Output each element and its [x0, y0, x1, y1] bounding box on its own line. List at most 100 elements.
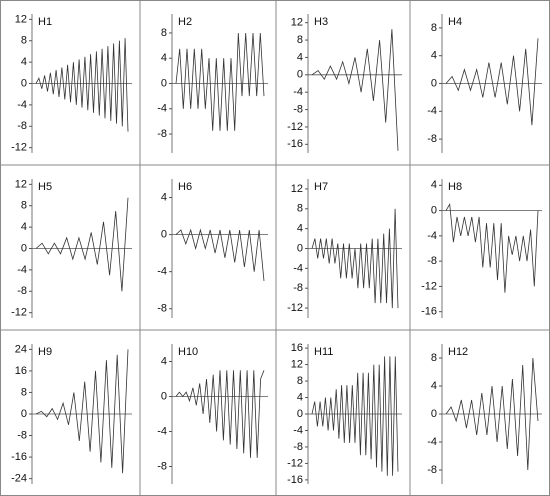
y-tick-label: 0	[297, 69, 303, 81]
y-tick-label: -12	[11, 307, 27, 319]
y-tick-label: -24	[11, 473, 27, 485]
chart-title: H9	[38, 346, 52, 358]
data-line	[311, 356, 399, 476]
y-tick-label: 4	[431, 179, 437, 191]
y-tick-label: -16	[287, 138, 303, 150]
y-tick-label: 0	[161, 229, 167, 241]
y-tick-label: 12	[15, 178, 27, 190]
chart-title: H4	[448, 16, 462, 28]
y-tick-label: 4	[431, 380, 437, 392]
y-tick-label: -16	[11, 451, 27, 463]
y-tick-label: 4	[161, 191, 167, 203]
y-tick-label: -4	[293, 262, 303, 274]
y-tick-label: -8	[293, 282, 303, 294]
y-tick-label: 12	[291, 17, 303, 29]
y-tick-label: -12	[287, 302, 303, 314]
chart-title: H11	[314, 346, 333, 358]
y-tick-label: -12	[11, 142, 27, 154]
chart-title: H6	[178, 181, 192, 193]
y-tick-label: -8	[293, 103, 303, 115]
y-tick-label: 4	[431, 50, 437, 62]
y-tick-label: -8	[157, 460, 167, 472]
y-tick-label: 0	[431, 408, 437, 420]
y-tick-label: 12	[291, 183, 303, 195]
y-tick-label: 0	[431, 204, 437, 216]
y-tick-label: -4	[17, 264, 27, 276]
y-tick-label: -4	[427, 436, 437, 448]
y-tick-label: 4	[297, 391, 303, 403]
y-tick-label: -16	[287, 474, 303, 486]
y-tick-label: 0	[21, 242, 27, 254]
y-tick-label: -4	[293, 86, 303, 98]
chart-title: H3	[314, 16, 328, 28]
y-tick-label: -16	[421, 306, 437, 318]
y-tick-label: -4	[157, 266, 167, 278]
y-tick-label: 4	[297, 51, 303, 63]
data-line	[445, 357, 539, 471]
y-tick-label: 4	[21, 56, 27, 68]
chart-title: H7	[314, 181, 328, 193]
y-tick-label: -4	[17, 99, 27, 111]
y-tick-label: 8	[21, 386, 27, 398]
chart-title: H2	[178, 16, 192, 28]
data-line	[175, 228, 265, 281]
y-tick-label: 8	[21, 200, 27, 212]
data-line	[175, 370, 265, 458]
y-tick-label: 8	[431, 352, 437, 364]
y-tick-label: 4	[21, 221, 27, 233]
y-tick-label: -12	[421, 280, 437, 292]
y-tick-label: 24	[15, 343, 27, 355]
y-tick-label: 8	[161, 27, 167, 39]
y-tick-label: 0	[21, 408, 27, 420]
y-tick-label: 0	[431, 77, 437, 89]
y-tick-label: -8	[17, 120, 27, 132]
data-line	[445, 38, 539, 126]
data-line	[445, 203, 539, 293]
y-tick-label: 8	[431, 22, 437, 34]
y-tick-label: 4	[297, 223, 303, 235]
chart-title: H10	[178, 346, 198, 358]
y-tick-label: 4	[161, 355, 167, 367]
data-line	[35, 38, 129, 132]
y-tick-label: -12	[287, 121, 303, 133]
y-tick-label: 12	[291, 358, 303, 370]
y-tick-label: -4	[427, 105, 437, 117]
y-tick-label: -8	[17, 429, 27, 441]
y-tick-label: 16	[291, 342, 303, 354]
y-tick-label: 12	[15, 13, 27, 25]
chart-title: H5	[38, 181, 52, 193]
y-tick-label: -4	[427, 230, 437, 242]
y-tick-label: -4	[157, 425, 167, 437]
y-tick-label: 4	[161, 52, 167, 64]
y-tick-label: 0	[161, 77, 167, 89]
data-line	[175, 32, 265, 131]
y-tick-label: 8	[297, 375, 303, 387]
chart-title: H12	[448, 346, 468, 358]
y-tick-label: -8	[17, 285, 27, 297]
y-tick-label: 16	[15, 365, 27, 377]
chart-title: H1	[38, 16, 52, 28]
y-tick-label: -4	[293, 424, 303, 436]
chart-title: H8	[448, 181, 462, 193]
y-tick-label: 8	[297, 34, 303, 46]
y-tick-label: 0	[297, 408, 303, 420]
y-tick-label: 0	[297, 242, 303, 254]
data-line	[311, 29, 399, 151]
data-line	[35, 349, 129, 474]
y-tick-label: -8	[427, 464, 437, 476]
y-tick-label: -4	[157, 103, 167, 115]
y-tick-label: -8	[157, 128, 167, 140]
y-tick-label: 8	[297, 203, 303, 215]
y-tick-label: -8	[157, 303, 167, 315]
y-tick-label: 0	[21, 77, 27, 89]
y-tick-label: 8	[21, 35, 27, 47]
y-tick-label: 0	[161, 390, 167, 402]
y-tick-label: -8	[427, 255, 437, 267]
y-tick-label: -8	[293, 441, 303, 453]
data-line	[35, 197, 129, 292]
data-line	[311, 208, 399, 309]
y-tick-label: -12	[287, 457, 303, 469]
y-tick-label: -8	[427, 133, 437, 145]
